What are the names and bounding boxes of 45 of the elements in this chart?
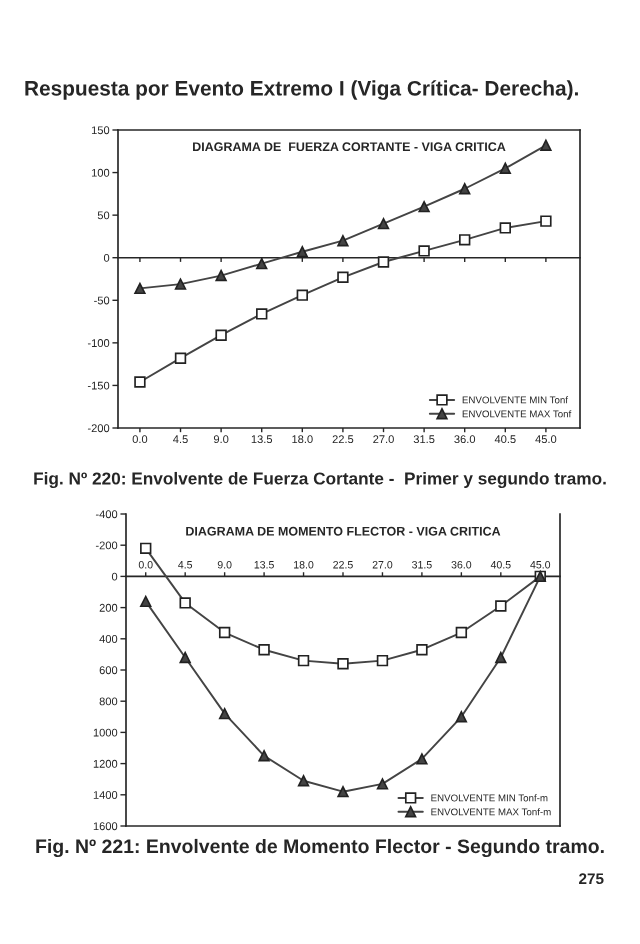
point [179, 597, 191, 609]
point [459, 234, 471, 246]
point [337, 658, 349, 670]
point [455, 626, 468, 639]
point [134, 282, 146, 295]
point [256, 308, 268, 320]
point [377, 217, 390, 230]
point [540, 139, 552, 152]
point [499, 162, 511, 175]
point [218, 707, 231, 720]
point [258, 750, 270, 762]
point [134, 376, 146, 388]
point [296, 246, 309, 258]
point [337, 271, 349, 283]
point [215, 329, 227, 341]
point [459, 183, 471, 195]
point [455, 711, 468, 723]
point [256, 257, 268, 270]
point [218, 626, 231, 639]
point [499, 222, 511, 234]
point [215, 269, 227, 282]
point [174, 352, 187, 364]
point [296, 289, 309, 301]
point [297, 654, 310, 667]
point [495, 651, 507, 664]
text: Respuesta por Evento Extremo I (Viga Crítica- Derecha). [25, 80, 578, 100]
point [337, 234, 349, 247]
point [418, 200, 430, 213]
point [376, 778, 389, 790]
point [376, 654, 389, 667]
point [540, 215, 552, 227]
point [297, 775, 310, 787]
point [416, 644, 428, 656]
point [416, 753, 428, 765]
point [140, 595, 152, 608]
point [179, 651, 191, 664]
point [418, 245, 430, 257]
text: Fig. Nº 220: Envolvente de Fuerza Cortante - Primer y segundo tramo. [34, 471, 606, 489]
point [258, 644, 270, 656]
text: Fig. Nº 221: Envolvente de Momento Flector - Segundo tramo. [36, 838, 604, 858]
point [377, 256, 390, 268]
point [495, 600, 507, 612]
point [140, 542, 152, 555]
point [337, 785, 349, 798]
point [174, 278, 187, 290]
